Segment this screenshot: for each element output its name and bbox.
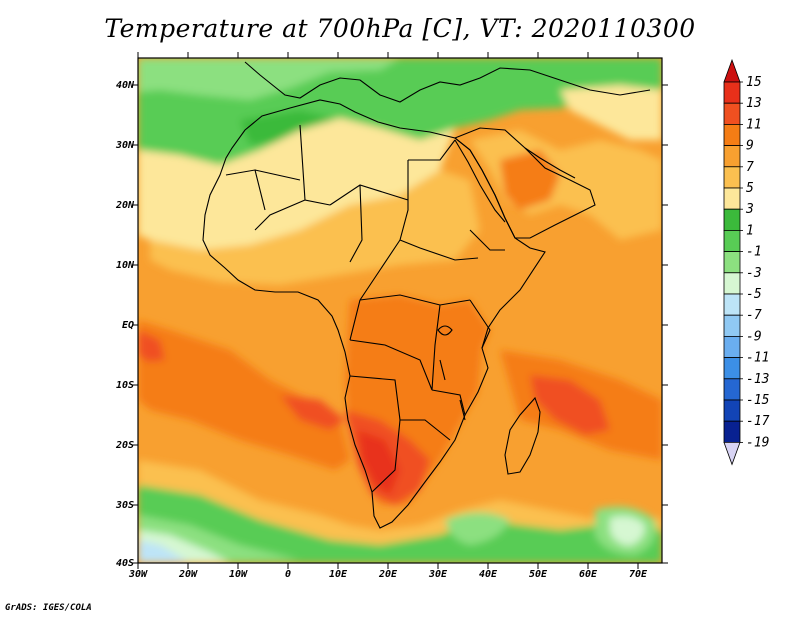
border-lines	[225, 124, 505, 493]
africa-coastline	[202, 99, 546, 529]
colorbar-swatch	[723, 208, 741, 231]
latitude-label: 20N	[115, 200, 135, 211]
temperature-region	[358, 430, 400, 495]
credit-text: GrADS: IGES/COLA	[5, 603, 92, 613]
latitude-label: 10S	[116, 380, 134, 391]
temperature-region	[138, 330, 165, 362]
colorbar-swatch	[723, 166, 741, 189]
colorbar-label: 7	[746, 160, 754, 175]
colorbar-label: 11	[746, 117, 762, 132]
contour-field	[138, 58, 662, 563]
colorbar-swatch	[723, 102, 741, 125]
colorbar-swatch	[723, 272, 741, 295]
colorbar: 15 13 11 9 7 5 3 1 -1 -3 -5 -7 -9 -11 -13 -15 -17 -19	[723, 58, 770, 466]
colorbar-swatch	[723, 187, 741, 210]
colorbar-label: -3	[746, 266, 762, 281]
colorbar-swatch	[723, 378, 741, 401]
temperature-region	[150, 170, 480, 285]
temperature-region	[138, 485, 662, 563]
latitude-label: 30N	[115, 140, 135, 151]
arabia	[453, 127, 596, 239]
colorbar-label: 9	[746, 139, 754, 154]
colorbar-swatch	[723, 81, 741, 104]
temperature-region	[610, 516, 645, 546]
colorbar-swatch	[723, 399, 741, 422]
lakes	[437, 325, 466, 421]
longitude-label: 30E	[428, 569, 448, 580]
longitude-label: 70E	[629, 569, 648, 580]
temperature-region	[138, 320, 350, 470]
temperature-region	[138, 118, 455, 250]
colorbar-label: -7	[746, 308, 762, 323]
colorbar-label: 15	[746, 75, 762, 90]
colorbar-bottom-arrow	[723, 441, 741, 466]
latitude-label: 10N	[116, 260, 135, 271]
longitude-label: 20W	[178, 569, 198, 580]
colorbar-swatch	[723, 357, 741, 380]
colorbar-label: -13	[746, 372, 769, 387]
latitude-label: 30S	[115, 500, 134, 511]
colorbar-top-arrow	[723, 58, 741, 83]
temperature-region	[138, 540, 190, 563]
temperature-region	[280, 395, 345, 430]
longitude-label: 0	[285, 569, 291, 580]
colorbar-swatch	[723, 145, 741, 168]
temperature-region	[500, 150, 560, 210]
plot-frame	[137, 57, 663, 564]
red-sea	[454, 139, 506, 223]
colorbar-label: -11	[746, 351, 769, 366]
longitude-label: 50E	[529, 569, 548, 580]
europe-coast	[244, 61, 651, 103]
colorbar-label: 3	[745, 202, 754, 217]
colorbar-label: -5	[746, 287, 762, 302]
colorbar-swatch	[723, 420, 741, 443]
map-title: Temperature at 700hPa [C], VT: 202011030…	[104, 14, 696, 43]
longitude-label: 10E	[329, 569, 348, 580]
colorbar-swatch	[723, 293, 741, 316]
temperature-region	[445, 512, 510, 545]
latitude-label: 40S	[116, 558, 134, 569]
longitude-label: 20E	[378, 569, 398, 580]
madagascar	[504, 396, 541, 475]
colorbar-swatch	[723, 335, 741, 358]
longitude-label: 40E	[479, 569, 498, 580]
temperature-region	[560, 85, 662, 140]
latitude-label: EQ	[122, 320, 134, 331]
longitude-label: 10W	[229, 569, 248, 580]
longitude-label: 30W	[128, 569, 148, 580]
persian-gulf	[524, 147, 576, 179]
colorbar-label: 1	[746, 223, 754, 238]
colorbar-label: -1	[746, 245, 762, 260]
temperature-region	[138, 58, 400, 100]
latitude-label: 40N	[116, 80, 135, 91]
longitude-label: 60E	[579, 569, 598, 580]
colorbar-label: -19	[746, 435, 769, 450]
colorbar-swatch	[723, 314, 741, 337]
colorbar-label: 13	[746, 96, 762, 111]
colorbar-swatch	[723, 251, 741, 274]
colorbar-label: -9	[746, 329, 762, 344]
temperature-region	[530, 375, 610, 435]
country-borders	[202, 61, 651, 529]
colorbar-label: 5	[746, 181, 754, 196]
colorbar-label: -15	[746, 393, 770, 408]
colorbar-swatch	[723, 229, 741, 252]
colorbar-swatch	[723, 124, 741, 147]
colorbar-label: -17	[746, 414, 770, 429]
latitude-label: 20S	[115, 440, 134, 451]
